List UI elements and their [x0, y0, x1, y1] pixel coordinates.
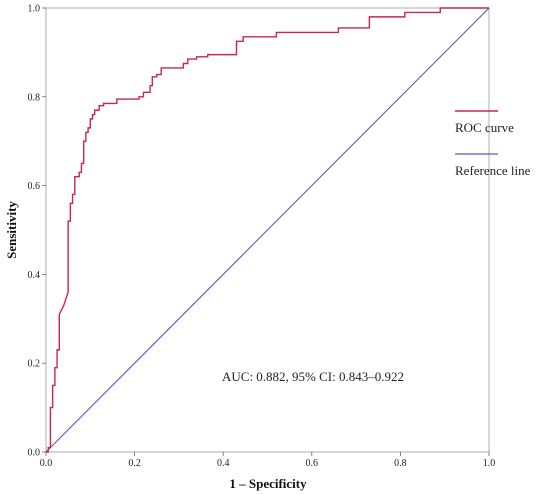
legend-roc-label: ROC curve — [455, 120, 514, 135]
x-tick-label: 0.2 — [128, 458, 141, 469]
y-tick-label: 0.2 — [28, 359, 41, 370]
axes: 0.0 0.2 0.4 0.6 0.8 1.0 0.0 0.2 0.4 0.6 0.8 1.0 — [28, 4, 496, 470]
legend: ROC curve Reference line — [455, 110, 531, 178]
reference-line — [45, 7, 490, 453]
y-tick-label: 0.6 — [28, 181, 41, 192]
y-tick-label: 0.8 — [28, 92, 41, 103]
auc-annotation: AUC: 0.882, 95% CI: 0.843–0.922 — [222, 369, 404, 384]
series-layer — [45, 7, 490, 453]
x-tick-label: 0.8 — [394, 458, 407, 469]
x-tick-label: 0.0 — [40, 458, 53, 469]
y-tick-label: 1.0 — [28, 4, 41, 15]
y-tick-label: 0.4 — [28, 270, 41, 281]
x-tick-label: 1.0 — [483, 458, 496, 469]
legend-reference-label: Reference line — [455, 163, 531, 178]
plot-frame — [45, 7, 490, 453]
roc-curve-line — [46, 7, 489, 453]
x-axis-title: 1 – Specificity — [229, 476, 307, 491]
x-tick-label: 0.4 — [217, 458, 230, 469]
y-axis-title: Sensitivity — [4, 201, 19, 259]
x-tick-label: 0.6 — [306, 458, 319, 469]
y-tick-label: 0.0 — [28, 448, 41, 459]
